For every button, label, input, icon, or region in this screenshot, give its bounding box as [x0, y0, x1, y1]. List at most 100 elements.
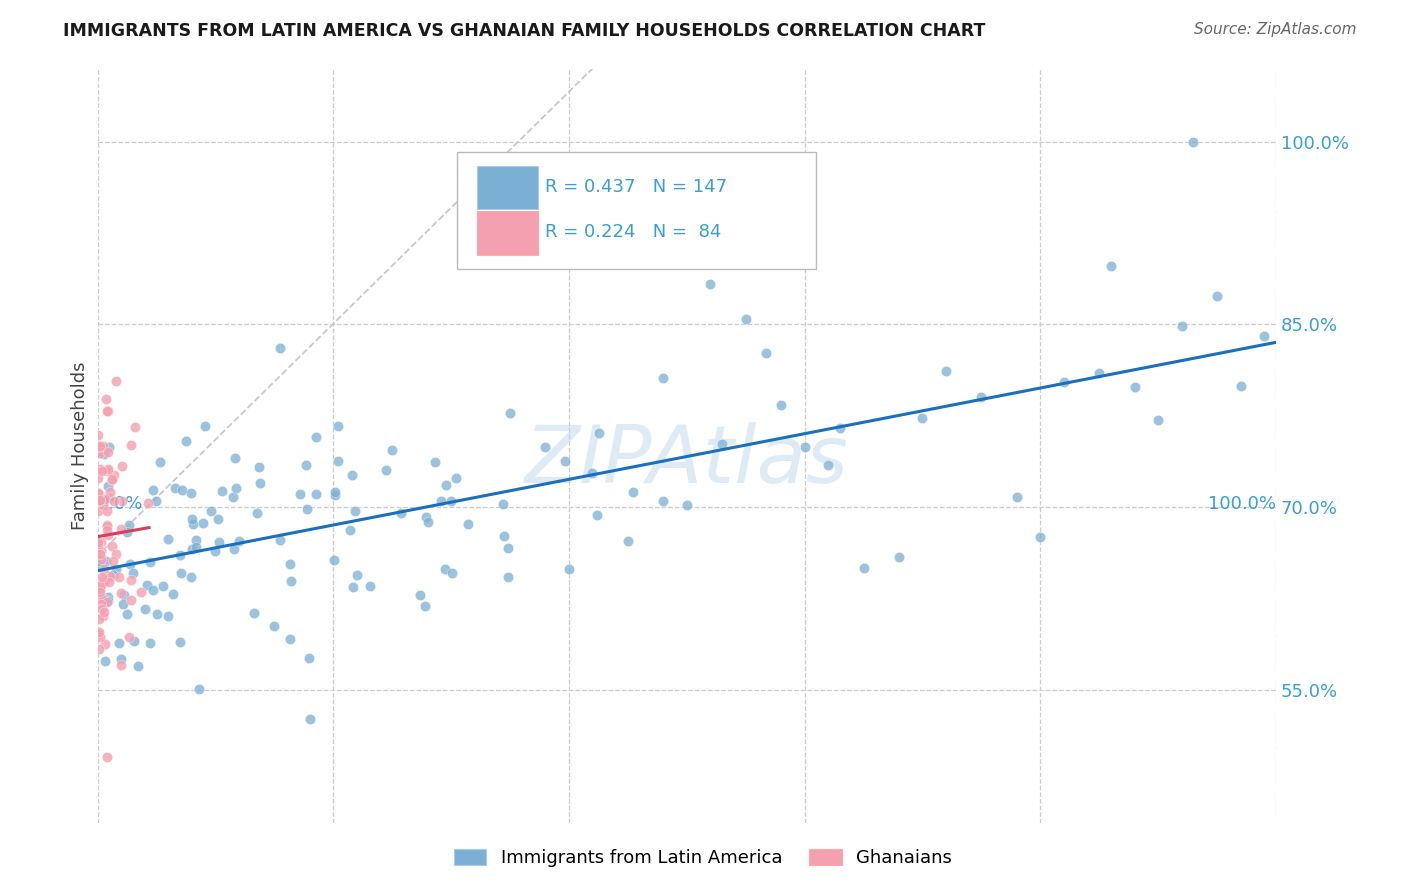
Point — [122, 633, 145, 648]
Point — [200, 504, 222, 518]
Point — [211, 484, 233, 499]
Point — [89, 584, 111, 599]
Point — [110, 652, 132, 666]
Point — [127, 659, 149, 673]
Point — [117, 517, 139, 532]
Point — [278, 558, 301, 572]
Point — [621, 484, 644, 499]
Point — [96, 504, 118, 518]
Point — [381, 442, 404, 457]
Point — [174, 434, 197, 448]
Point — [492, 497, 515, 511]
Point — [191, 516, 214, 530]
Point — [249, 476, 271, 491]
Point — [98, 491, 121, 505]
Point — [89, 547, 111, 561]
Point — [278, 632, 301, 646]
Point — [617, 534, 640, 549]
Point — [340, 468, 363, 483]
Point — [117, 607, 139, 621]
Point — [120, 437, 142, 451]
Point — [101, 554, 124, 568]
Point — [323, 488, 346, 502]
Point — [344, 504, 367, 518]
Point — [94, 554, 117, 568]
Point — [93, 562, 115, 576]
Point — [89, 630, 111, 644]
Point — [755, 345, 778, 359]
Point — [1029, 530, 1052, 544]
Point — [93, 573, 115, 587]
Point — [103, 467, 125, 482]
Point — [138, 636, 160, 650]
Point — [297, 651, 319, 665]
Point — [86, 445, 108, 459]
Text: R = 0.224   N =  84: R = 0.224 N = 84 — [546, 223, 721, 241]
Point — [342, 580, 364, 594]
Point — [935, 364, 957, 378]
FancyBboxPatch shape — [477, 166, 538, 209]
Point — [181, 516, 204, 531]
Point — [204, 544, 226, 558]
Point — [534, 440, 557, 454]
Point — [180, 486, 202, 500]
Point — [588, 426, 610, 441]
Point — [581, 467, 603, 481]
Point — [496, 541, 519, 555]
Point — [141, 483, 163, 497]
Point — [494, 529, 516, 543]
Point — [305, 487, 328, 501]
Point — [100, 539, 122, 553]
Point — [294, 458, 316, 472]
Point — [169, 634, 191, 648]
Point — [911, 410, 934, 425]
Point — [298, 711, 321, 725]
Point — [429, 493, 451, 508]
Point — [225, 481, 247, 495]
Y-axis label: Family Households: Family Households — [72, 362, 89, 530]
Point — [280, 574, 302, 589]
Point — [1053, 376, 1076, 390]
Point — [305, 430, 328, 444]
Point — [194, 419, 217, 434]
Point — [89, 642, 111, 657]
Point — [112, 588, 135, 602]
Point — [104, 547, 127, 561]
Point — [94, 654, 117, 668]
Point — [1253, 329, 1275, 343]
Point — [96, 519, 118, 533]
Point — [89, 440, 111, 454]
Point — [415, 509, 437, 524]
Text: 100.0%: 100.0% — [1208, 495, 1277, 513]
Point — [97, 461, 120, 475]
Point — [246, 506, 269, 520]
Point — [586, 508, 609, 522]
Point — [188, 682, 211, 697]
Text: 0.0%: 0.0% — [97, 495, 143, 513]
Point — [103, 568, 125, 582]
Point — [90, 549, 112, 563]
Point — [108, 570, 131, 584]
Point — [247, 460, 270, 475]
Point — [89, 492, 111, 507]
Point — [97, 590, 120, 604]
Point — [97, 440, 120, 454]
Text: IMMIGRANTS FROM LATIN AMERICA VS GHANAIAN FAMILY HOUSEHOLDS CORRELATION CHART: IMMIGRANTS FROM LATIN AMERICA VS GHANAIA… — [63, 22, 986, 40]
Point — [87, 487, 110, 501]
Point — [297, 502, 319, 516]
Point — [87, 493, 110, 508]
Point — [208, 534, 231, 549]
Point — [423, 455, 446, 469]
Text: R = 0.437   N = 147: R = 0.437 N = 147 — [546, 178, 727, 196]
Point — [142, 583, 165, 598]
Point — [89, 493, 111, 508]
FancyBboxPatch shape — [457, 152, 817, 268]
Point — [87, 541, 110, 555]
Point — [94, 491, 117, 506]
Point — [224, 450, 246, 465]
Point — [221, 490, 243, 504]
Point — [87, 536, 110, 550]
Point — [770, 398, 793, 412]
Point — [186, 541, 208, 555]
Point — [89, 580, 111, 594]
